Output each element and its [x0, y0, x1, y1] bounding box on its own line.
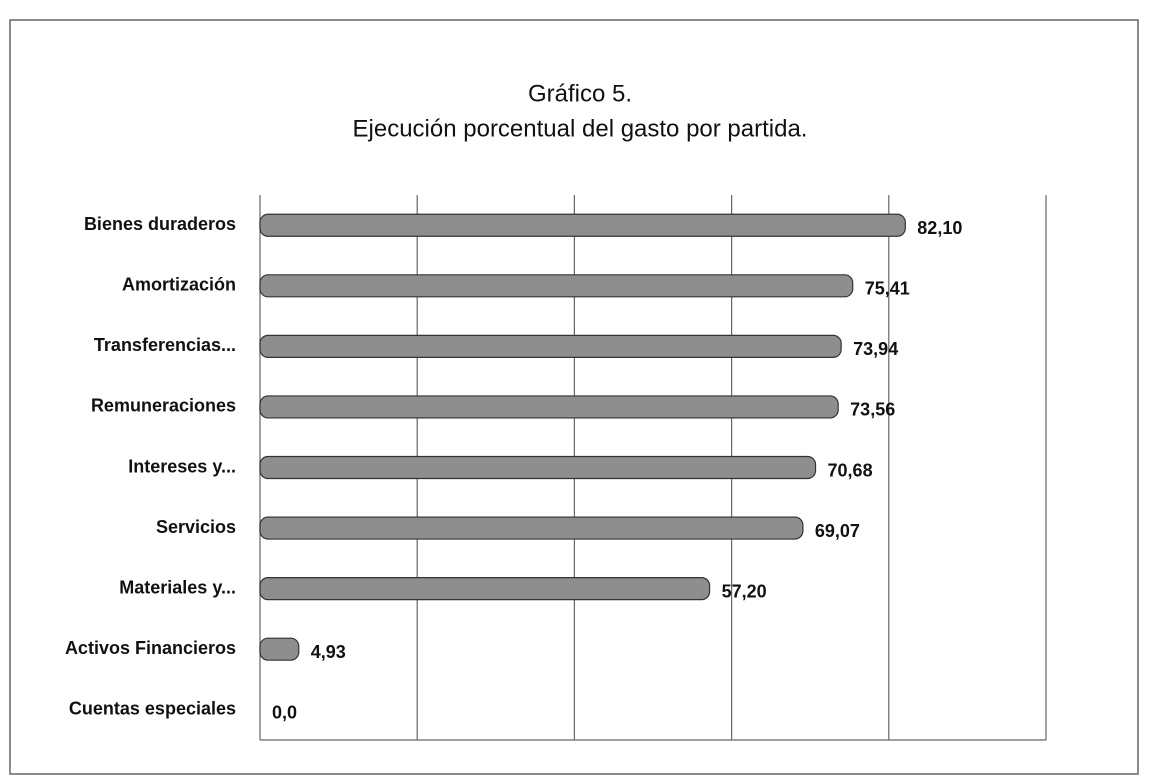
- bar: [259, 455, 817, 480]
- value-label: 82,10: [917, 218, 962, 238]
- category-label: Cuentas especiales: [69, 698, 236, 718]
- bar: [259, 334, 842, 358]
- chart-subtitle: Ejecución porcentual del gasto por parti…: [353, 115, 808, 142]
- value-label: 73,94: [853, 339, 898, 359]
- category-label: Transferencias...: [94, 335, 236, 355]
- bar: [259, 274, 854, 298]
- category-label: Intereses y...: [128, 456, 236, 476]
- chart-title: Gráfico 5.: [528, 80, 632, 107]
- bar: [259, 213, 906, 237]
- category-label: Remuneraciones: [91, 396, 236, 416]
- category-label: Amortización: [122, 275, 236, 295]
- value-label: 0,0: [272, 702, 297, 722]
- category-label: Materiales y...: [119, 577, 236, 597]
- bar: [259, 395, 839, 419]
- category-label: Activos Financieros: [65, 638, 236, 658]
- bar: [259, 637, 300, 661]
- category-label: Bienes duraderos: [84, 214, 236, 234]
- bar: [259, 516, 804, 540]
- category-label: Servicios: [156, 517, 236, 537]
- value-label: 69,07: [815, 521, 860, 541]
- value-label: 70,68: [828, 460, 873, 480]
- value-label: 73,56: [850, 400, 895, 420]
- value-label: 57,20: [722, 581, 767, 601]
- bar: [259, 577, 711, 601]
- value-label: 75,41: [865, 279, 910, 299]
- value-label: 4,93: [311, 642, 346, 662]
